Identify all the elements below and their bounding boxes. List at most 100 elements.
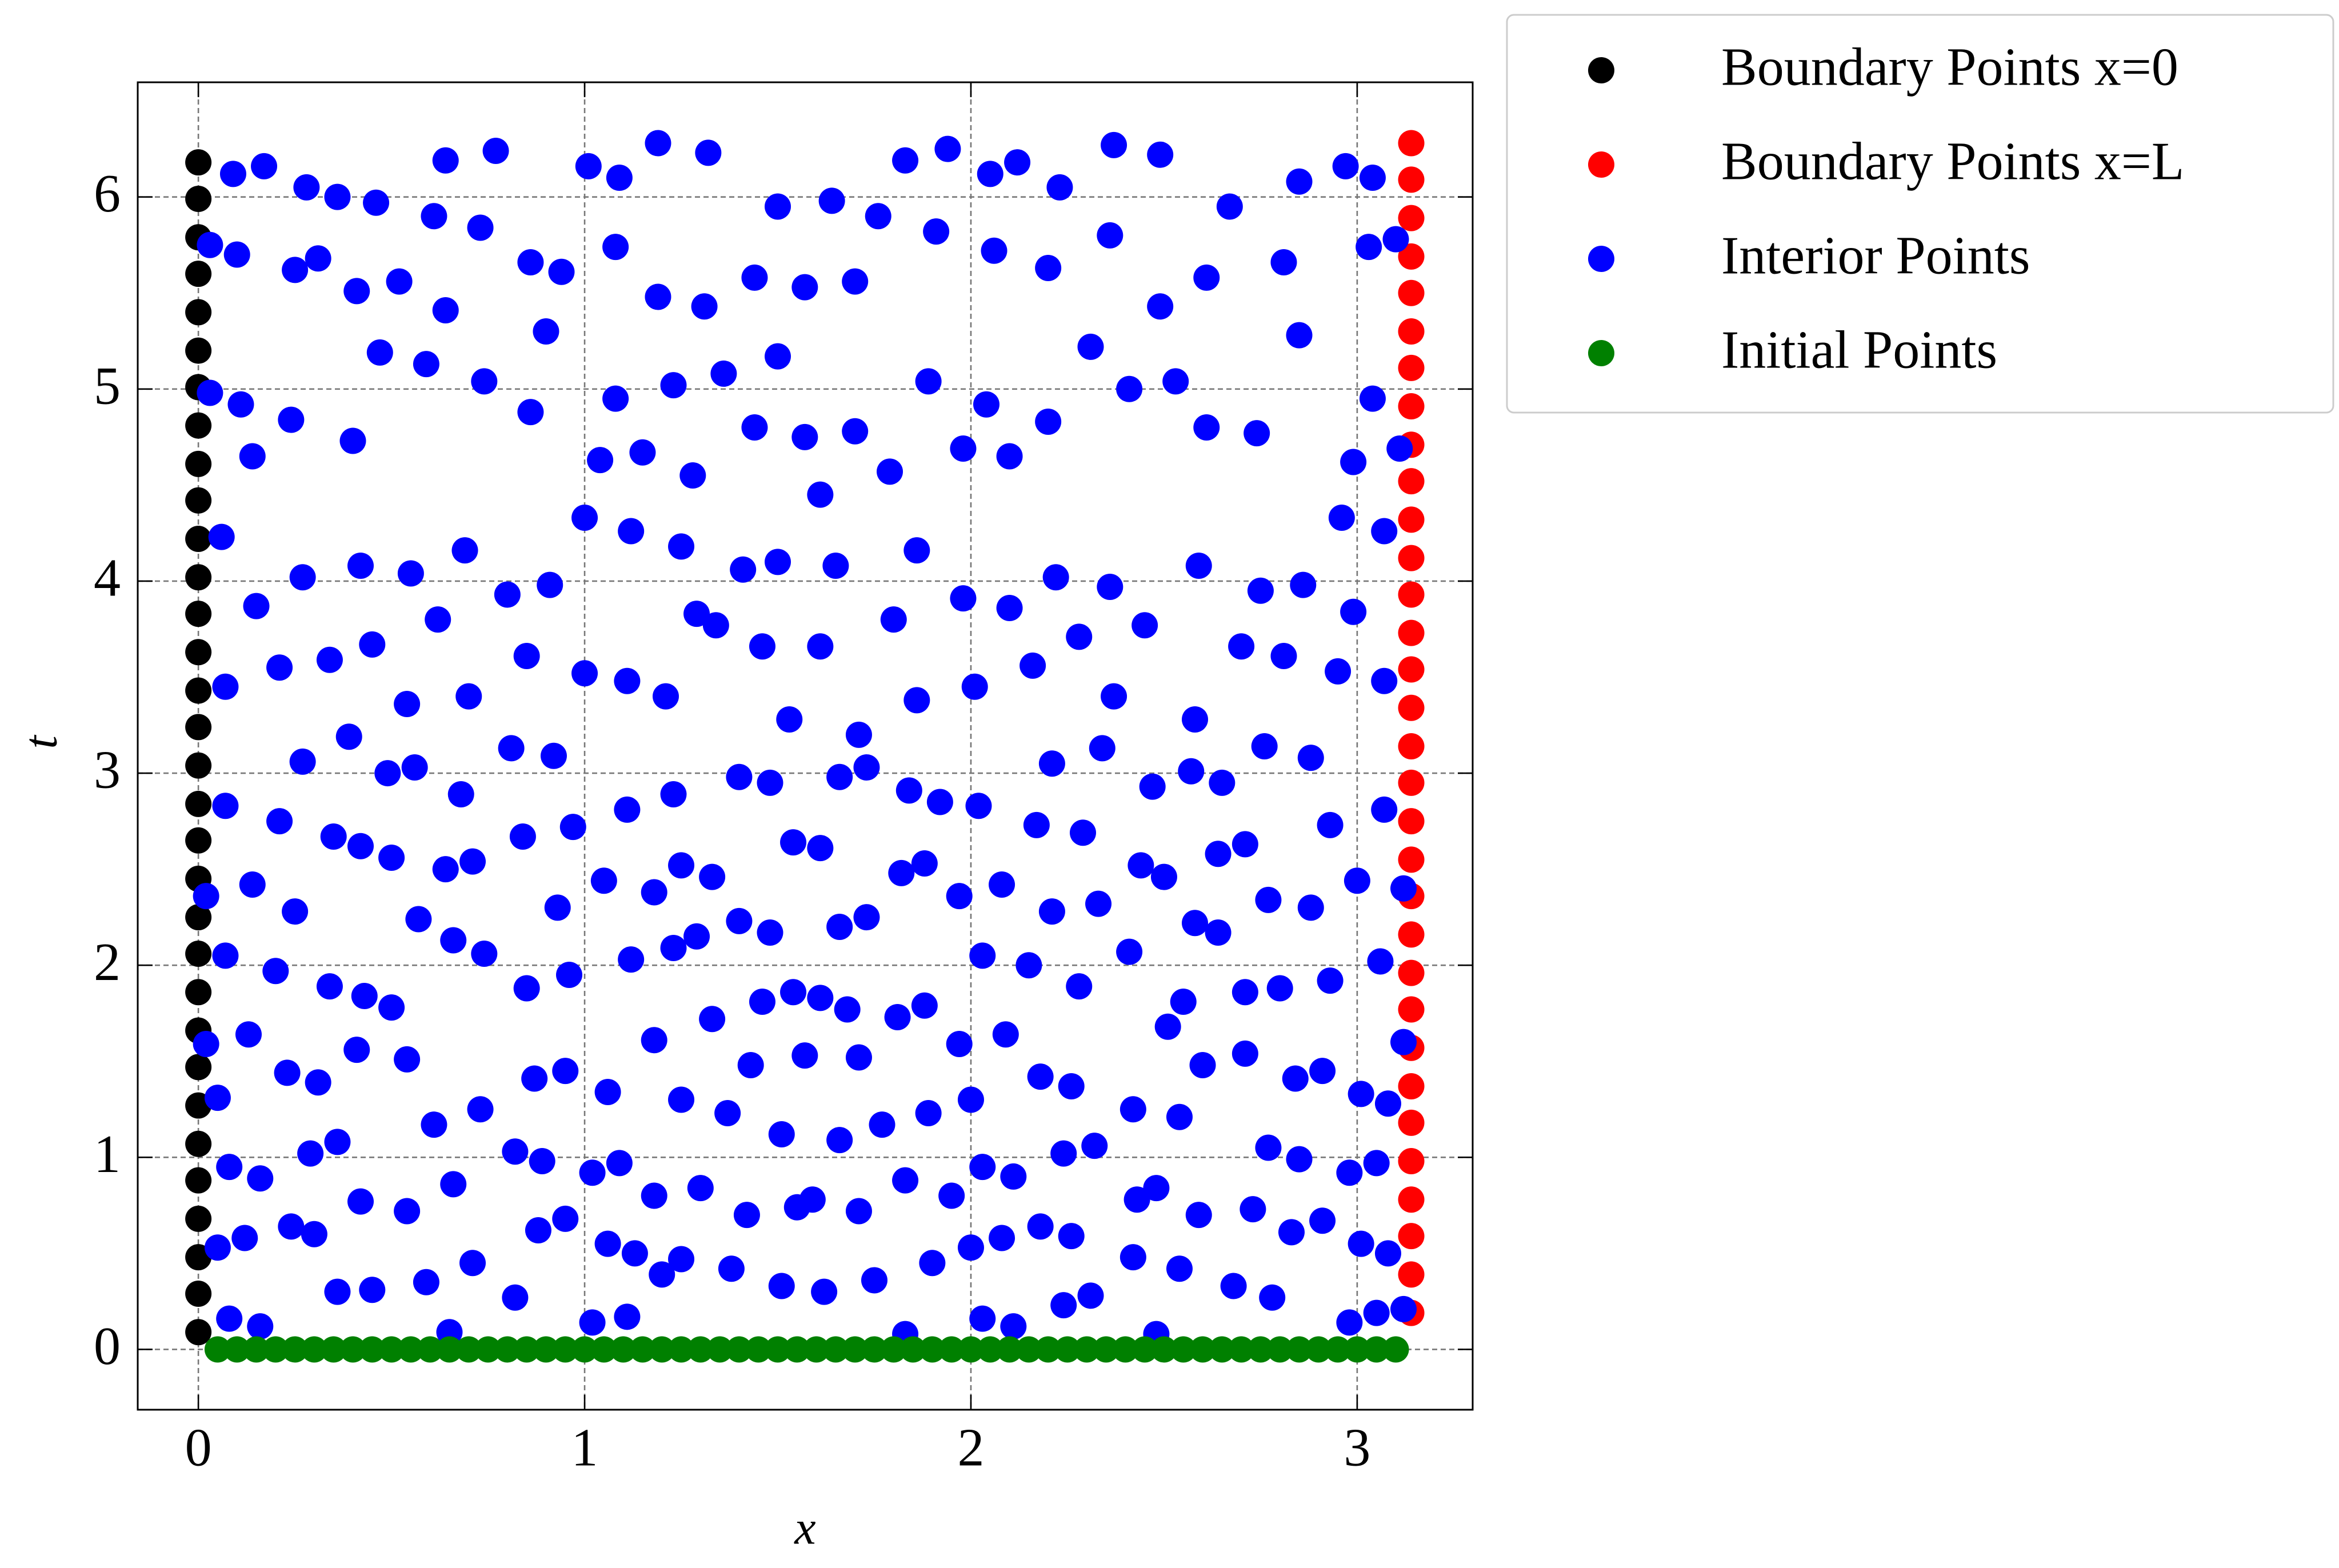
point — [197, 231, 223, 258]
point — [1398, 318, 1425, 345]
point — [1398, 1261, 1425, 1288]
point — [185, 450, 212, 477]
point — [359, 631, 386, 658]
point — [1189, 1051, 1216, 1078]
point — [1398, 1148, 1425, 1175]
point — [513, 975, 540, 1002]
point — [1000, 1163, 1027, 1190]
point — [641, 1182, 667, 1209]
point — [1077, 333, 1104, 360]
point — [822, 1336, 849, 1363]
point — [1154, 1013, 1181, 1040]
point — [467, 1096, 494, 1123]
point — [1050, 1140, 1077, 1167]
point — [1228, 1336, 1255, 1363]
point — [394, 1046, 421, 1073]
point — [903, 687, 930, 714]
point — [880, 1336, 907, 1363]
point — [517, 249, 544, 275]
point — [571, 1336, 598, 1363]
point — [494, 581, 521, 608]
legend-marker — [1588, 151, 1614, 178]
point — [266, 654, 293, 681]
point — [1205, 841, 1232, 867]
point — [1255, 1134, 1282, 1161]
point — [1340, 598, 1367, 625]
point — [305, 245, 331, 272]
point — [884, 1003, 911, 1030]
point — [1193, 264, 1220, 291]
point — [204, 1234, 231, 1261]
point — [807, 633, 834, 660]
point — [1042, 564, 1069, 591]
point — [1244, 420, 1270, 447]
point — [730, 556, 757, 583]
point — [602, 385, 629, 412]
point — [1139, 773, 1166, 800]
point — [1166, 1103, 1193, 1130]
point — [683, 601, 710, 627]
point — [1232, 831, 1258, 858]
point — [247, 1165, 274, 1192]
y-axis-label: t — [14, 734, 67, 749]
point — [1363, 1336, 1390, 1363]
point — [1398, 205, 1425, 231]
point — [1027, 1063, 1054, 1090]
point — [641, 879, 667, 906]
point — [239, 871, 266, 898]
point — [320, 1336, 347, 1363]
point — [714, 1100, 741, 1127]
point — [606, 165, 633, 191]
point — [1371, 796, 1398, 823]
point — [1398, 1186, 1425, 1213]
point — [432, 147, 459, 174]
point — [649, 1336, 675, 1363]
point — [1390, 1295, 1417, 1322]
point — [498, 735, 525, 762]
point — [791, 274, 818, 301]
point — [1170, 1336, 1197, 1363]
point — [842, 1336, 869, 1363]
point — [451, 537, 478, 564]
point — [459, 1250, 486, 1277]
point — [571, 660, 598, 687]
point — [981, 237, 1007, 264]
point — [1290, 571, 1317, 598]
point — [934, 135, 961, 162]
point — [513, 1336, 540, 1363]
point — [1015, 952, 1042, 979]
point — [394, 1198, 421, 1225]
point — [1240, 1196, 1266, 1223]
point — [1297, 894, 1324, 921]
point — [1035, 408, 1062, 435]
point — [745, 1336, 772, 1363]
point — [695, 139, 722, 166]
point — [1305, 1336, 1332, 1363]
point — [826, 913, 853, 940]
point — [316, 973, 343, 1000]
point — [1131, 1336, 1158, 1363]
point — [1328, 505, 1355, 531]
point — [1232, 979, 1258, 1006]
point — [950, 435, 977, 462]
point — [1336, 1159, 1363, 1186]
point — [996, 594, 1023, 621]
point — [957, 1086, 984, 1113]
point — [513, 643, 540, 670]
point — [471, 368, 498, 395]
point — [780, 979, 807, 1006]
point — [197, 379, 223, 406]
point — [378, 994, 405, 1021]
point — [231, 1225, 258, 1251]
point — [1170, 989, 1197, 1015]
point — [710, 360, 737, 387]
point — [1374, 1090, 1401, 1117]
point — [247, 1313, 274, 1340]
point — [765, 193, 791, 220]
point — [1178, 758, 1205, 785]
point — [455, 683, 482, 710]
point — [339, 427, 366, 454]
point — [320, 823, 347, 850]
point — [749, 989, 775, 1015]
